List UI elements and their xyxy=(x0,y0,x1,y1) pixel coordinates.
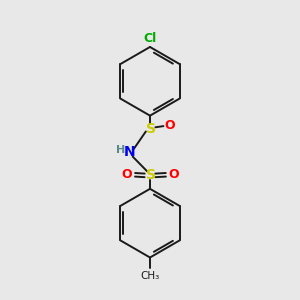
Text: O: O xyxy=(122,168,132,181)
Text: N: N xyxy=(123,146,135,159)
Text: H: H xyxy=(116,145,125,155)
Text: S: S xyxy=(146,122,157,136)
Text: O: O xyxy=(169,168,179,181)
Text: O: O xyxy=(164,119,175,132)
Text: S: S xyxy=(146,168,156,182)
Text: Cl: Cl xyxy=(143,32,157,45)
Text: CH₃: CH₃ xyxy=(140,271,160,281)
